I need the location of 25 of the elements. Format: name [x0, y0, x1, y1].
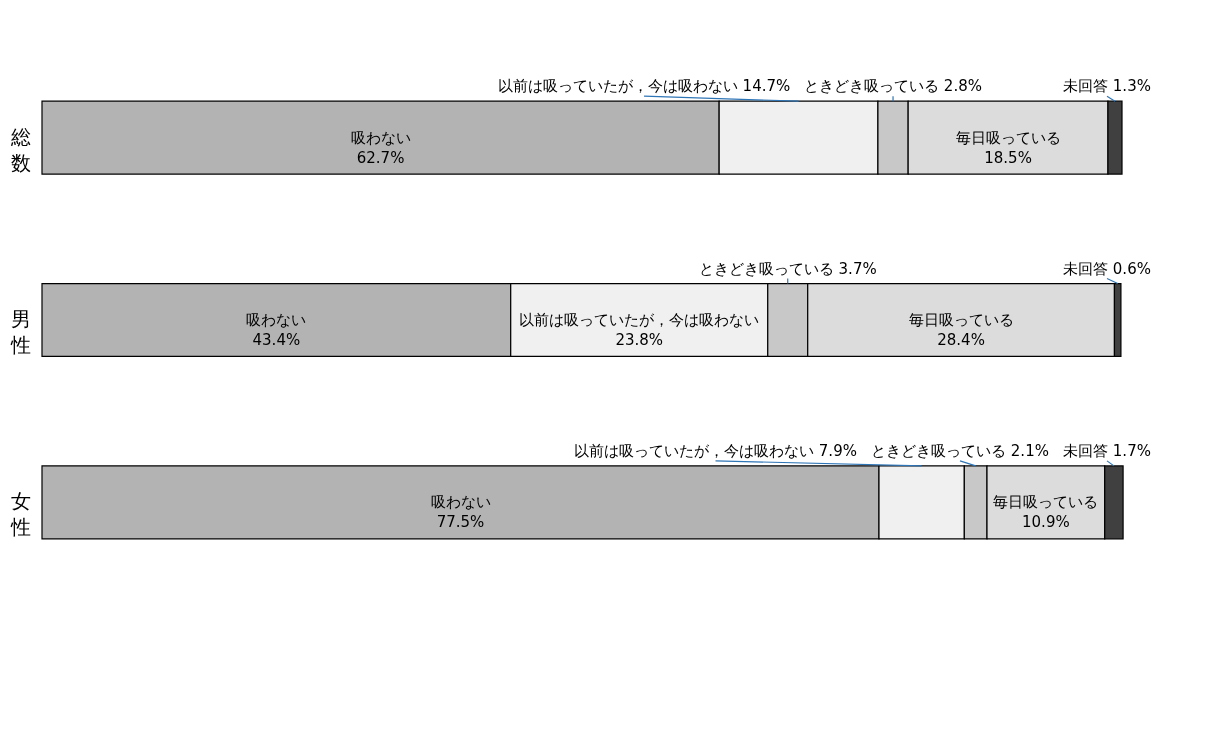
data-label: 23.8%: [615, 331, 664, 349]
data-label: 28.4%: [937, 331, 985, 349]
text: ときどき吸っている 3.7%: [698, 259, 877, 278]
series-label: 吸わない: [350, 128, 411, 147]
data-label: 77.5%: [436, 513, 485, 532]
text: 以前は吸っていたが，今は吸わない 7.9%: [574, 441, 857, 460]
text: 毎日吸っている: [908, 311, 1014, 329]
text: ときどき吸っている 2.8%: [804, 77, 982, 96]
series-label: 毎日吸っている: [993, 493, 1099, 512]
data-label: 18.5%: [984, 148, 1032, 167]
text: 未回答 1.7%: [1063, 441, 1151, 460]
series-label: 以前は吸っていたが，今は吸わない: [519, 311, 760, 329]
text: 未回答 0.6%: [1063, 259, 1151, 278]
y-tick-label: 男性: [9, 307, 31, 357]
text: 吸わない: [430, 493, 491, 512]
data-label: 43.4%: [252, 331, 301, 349]
text: 未回答 1.3%: [1063, 77, 1151, 96]
data-label: 62.7%: [356, 148, 405, 167]
y-tick-label: 総数: [9, 124, 31, 175]
text: 吸わない: [246, 311, 307, 329]
text: 毎日吸っている: [955, 128, 1061, 147]
data-label: 10.9%: [1022, 513, 1070, 532]
text: 以前は吸っていたが，今は吸わない 14.7%: [497, 77, 791, 96]
text: ときどき吸っている 2.1%: [871, 441, 1049, 460]
y-tick-label: 女性: [9, 489, 31, 540]
